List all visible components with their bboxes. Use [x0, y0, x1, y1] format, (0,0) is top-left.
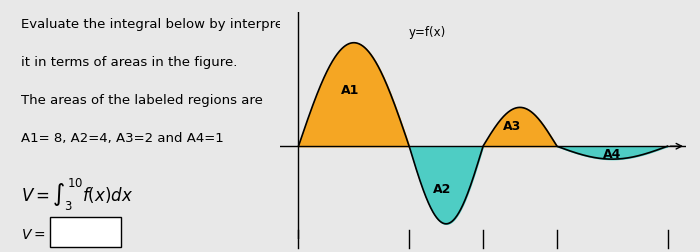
Text: $V =$: $V =$: [20, 227, 45, 241]
Text: A4: A4: [603, 147, 622, 160]
Text: A3: A3: [503, 120, 522, 133]
Text: A1: A1: [341, 84, 359, 97]
Text: A1= 8, A2=4, A3=2 and A4=1: A1= 8, A2=4, A3=2 and A4=1: [20, 131, 223, 144]
Text: $V = \int_{3}^{10} f(x)dx$: $V = \int_{3}^{10} f(x)dx$: [20, 176, 133, 212]
Text: y=f(x): y=f(x): [409, 25, 447, 38]
Text: Evaluate the integral below by interpreting: Evaluate the integral below by interpret…: [20, 18, 309, 30]
Text: A2: A2: [433, 182, 452, 195]
Text: it in terms of areas in the figure.: it in terms of areas in the figure.: [20, 55, 237, 68]
Text: The areas of the labeled regions are: The areas of the labeled regions are: [20, 93, 262, 106]
FancyBboxPatch shape: [50, 217, 120, 247]
